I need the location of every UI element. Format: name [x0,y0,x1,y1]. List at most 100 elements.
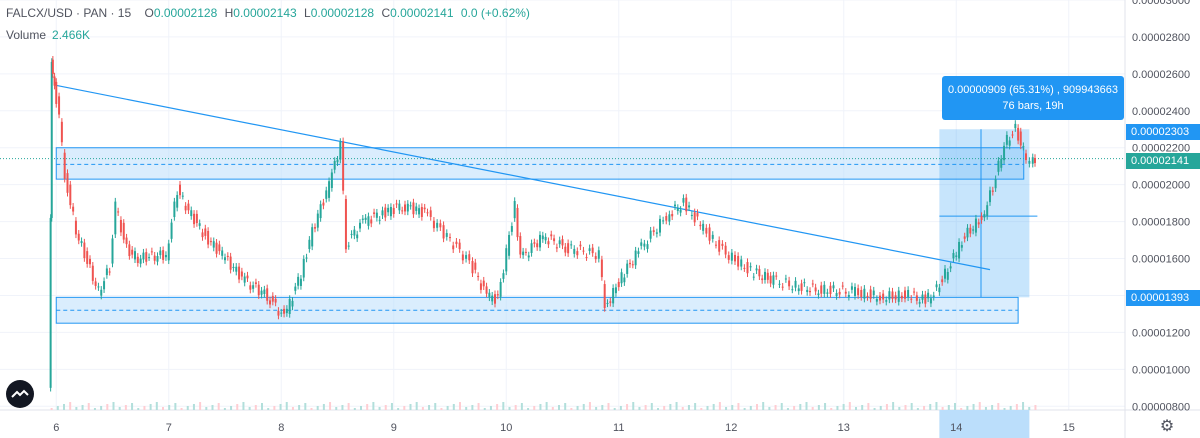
volume-bar [1009,406,1012,410]
candle-body [603,284,606,309]
volume-bar [694,403,697,410]
candle-body [373,212,376,214]
candle-body [488,292,491,298]
candle-body [63,152,66,179]
candle-body [510,226,513,232]
candle-body [817,293,820,295]
candle-body [461,254,464,261]
volume-bar [941,407,944,410]
candle-body [164,255,167,258]
x-tick-label: 6 [53,422,59,434]
volume-bar [712,404,715,410]
tradingview-logo-icon[interactable] [6,380,34,408]
volume-bar [607,403,610,410]
candle-body [872,290,875,296]
volume-bar [304,403,307,410]
candle-body [749,266,752,268]
candle-body [740,259,743,267]
candle-body [297,276,300,286]
candle-body [86,251,89,264]
candle-body [339,141,342,160]
x-tick-label: 11 [613,422,624,434]
volume-bar [657,408,659,410]
y-tick-label: 0.00000800 [1132,401,1190,413]
y-tick-label: 0.00003000 [1132,0,1190,7]
volume-bar [867,403,870,410]
volume-bar [984,407,987,410]
candle-body [844,291,847,294]
volume-bar [731,405,734,410]
volume-bar [452,404,455,410]
candle-body [573,248,576,254]
candle-body [392,207,395,215]
candle-body [277,310,280,316]
candle-body [294,286,297,291]
candle-body [283,308,286,314]
volume-bar [63,404,65,410]
candle-body [209,241,212,243]
candle-body [232,266,235,268]
candle-body [693,212,696,223]
candle-body [900,295,903,299]
volume-bar [236,404,239,410]
candle-body [835,293,838,297]
volume-bar [415,402,418,410]
candle-body [465,255,468,259]
volume-bar [855,407,857,410]
volume-bar [520,403,523,410]
volume-bar [409,404,412,410]
volume-bar [397,408,400,410]
candle-body [614,287,617,294]
volume-bar [162,407,164,410]
gear-icon[interactable]: ⚙ [1159,418,1175,435]
upper-price-tag: 0.00002303 [1126,124,1200,140]
volume-bar [638,407,641,410]
candle-body [302,258,305,278]
candle-body [80,241,83,244]
candle-body [94,281,97,286]
candle-body [361,218,364,220]
candle-body [685,197,688,212]
volume-bar [725,407,728,410]
candle-body [224,257,226,261]
candle-body [841,285,844,287]
candle-body [659,218,661,233]
candle-body [198,223,201,226]
x-tick-label: 14 [950,422,962,434]
candle-body [359,222,361,229]
candle-body [699,224,702,227]
candle-body [582,250,585,252]
volume-bar [428,405,431,410]
candle-body [148,257,151,259]
candle-body [918,302,921,304]
candle-body [904,290,906,299]
candle-body [594,256,597,260]
volume-bar [421,407,424,410]
measure-line-1: 0.00000909 (65.31%) , 909943663 [947,84,1119,96]
candle-body [705,227,708,234]
volume-bar [545,402,548,410]
candle-body [519,236,522,255]
candle-body [513,201,516,219]
candle-body [1022,146,1025,148]
candle-body [626,263,629,274]
candle-body [910,298,913,300]
candle-body [325,190,328,199]
volume-bar [564,403,567,410]
candle-body [53,76,56,86]
candle-body [1034,157,1036,164]
candle-body [702,223,705,231]
candle-body [167,243,170,261]
candle-body [415,206,418,211]
candle-body [800,283,803,291]
candle-body [558,240,561,245]
candle-body [527,255,530,258]
y-tick-label: 0.00002200 [1132,143,1190,155]
candle-body [643,243,646,247]
candle-body [915,295,918,301]
candle-body [674,204,676,207]
candle-body [688,205,691,208]
close-label: C [381,6,391,20]
y-tick-label: 0.00001200 [1132,327,1190,339]
